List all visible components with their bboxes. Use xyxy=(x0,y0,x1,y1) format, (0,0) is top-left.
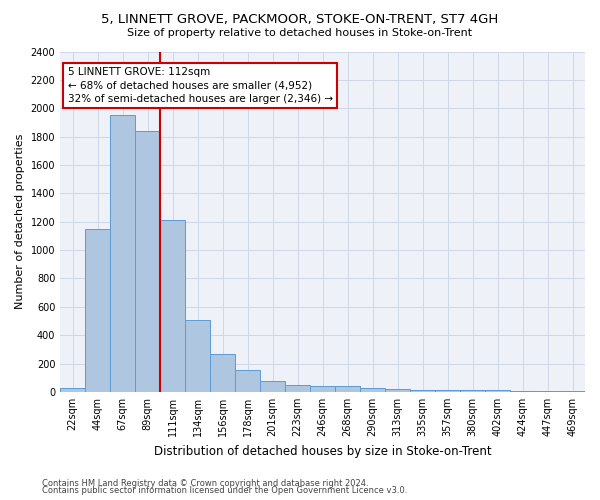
Bar xyxy=(485,390,510,392)
Text: Contains public sector information licensed under the Open Government Licence v3: Contains public sector information licen… xyxy=(42,486,407,495)
Bar xyxy=(185,320,210,392)
Bar xyxy=(410,390,435,392)
Bar xyxy=(460,390,485,392)
Text: Contains HM Land Registry data © Crown copyright and database right 2024.: Contains HM Land Registry data © Crown c… xyxy=(42,478,368,488)
Bar xyxy=(510,390,535,392)
Bar xyxy=(110,116,135,392)
Bar xyxy=(235,370,260,392)
Bar xyxy=(210,354,235,392)
Bar xyxy=(260,380,285,392)
Text: 5, LINNETT GROVE, PACKMOOR, STOKE-ON-TRENT, ST7 4GH: 5, LINNETT GROVE, PACKMOOR, STOKE-ON-TRE… xyxy=(101,12,499,26)
Bar xyxy=(310,386,335,392)
Y-axis label: Number of detached properties: Number of detached properties xyxy=(15,134,25,310)
Text: Size of property relative to detached houses in Stoke-on-Trent: Size of property relative to detached ho… xyxy=(127,28,473,38)
Bar xyxy=(160,220,185,392)
X-axis label: Distribution of detached houses by size in Stoke-on-Trent: Distribution of detached houses by size … xyxy=(154,444,491,458)
Bar xyxy=(535,390,560,392)
Bar xyxy=(60,388,85,392)
Text: 5 LINNETT GROVE: 112sqm
← 68% of detached houses are smaller (4,952)
32% of semi: 5 LINNETT GROVE: 112sqm ← 68% of detache… xyxy=(68,67,333,104)
Bar xyxy=(135,131,160,392)
Bar xyxy=(335,386,360,392)
Bar xyxy=(385,389,410,392)
Bar xyxy=(285,385,310,392)
Bar xyxy=(85,229,110,392)
Bar xyxy=(360,388,385,392)
Bar xyxy=(435,390,460,392)
Bar xyxy=(560,390,585,392)
